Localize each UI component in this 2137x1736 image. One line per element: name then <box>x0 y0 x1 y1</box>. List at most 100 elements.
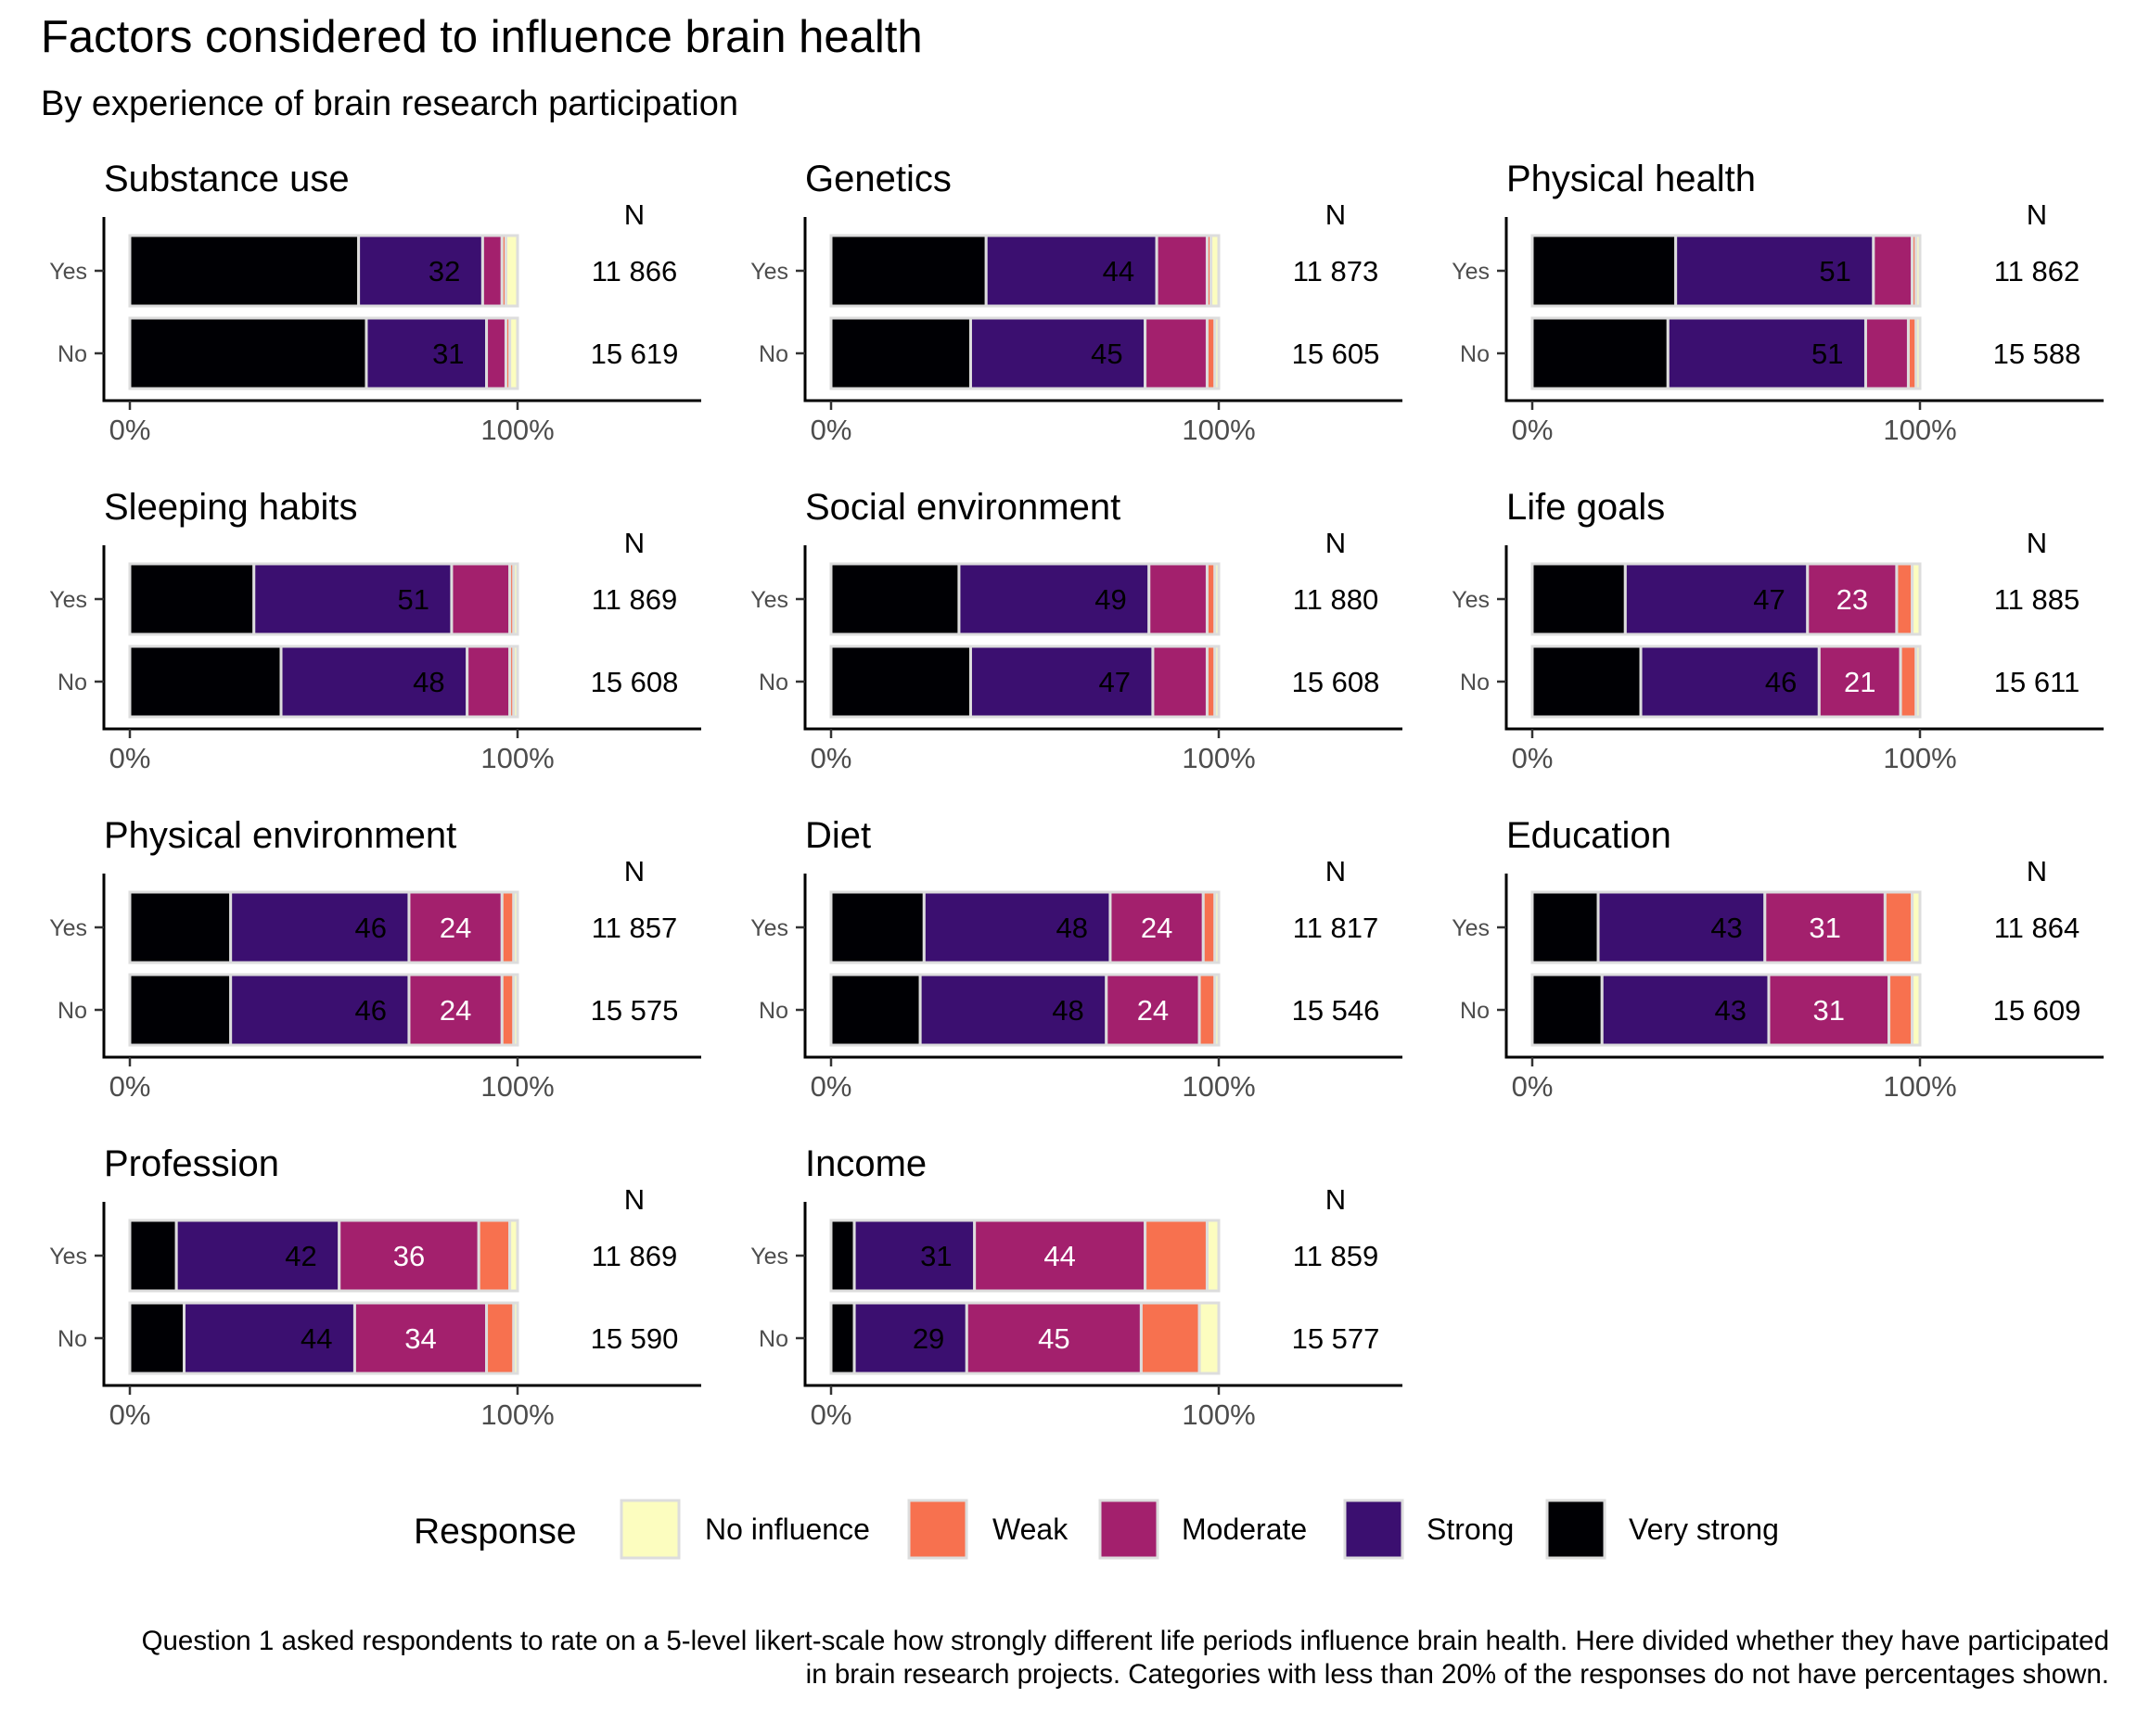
bar-segment-strong <box>357 234 484 308</box>
n-value: 11 880 <box>1293 583 1379 616</box>
bar-segment-no-influence <box>1213 890 1221 964</box>
bar-segment-weak <box>1895 562 1914 636</box>
x-tick-label: 100% <box>1883 1070 1956 1103</box>
n-value: 15 605 <box>1292 338 1380 370</box>
bar-segment-very-strong <box>1530 562 1627 636</box>
data-label: 23 <box>1836 583 1868 616</box>
bar-segment-strong <box>1623 562 1810 636</box>
bar-segment-strong <box>183 1301 356 1375</box>
chart-subtitle: By experience of brain research particip… <box>41 84 738 123</box>
panel-title: Substance use <box>104 159 350 199</box>
data-label: 34 <box>404 1322 436 1355</box>
bar-segment-weak <box>485 1301 516 1375</box>
bar-segment-strong <box>229 890 411 964</box>
x-tick-label: 0% <box>1512 414 1554 446</box>
bar-segment-moderate <box>407 890 504 964</box>
n-header: N <box>1325 1183 1346 1216</box>
bar-segment-moderate <box>1767 973 1891 1047</box>
bar-segment-no-influence <box>1205 1219 1221 1293</box>
bar-segment-no-influence <box>1209 234 1221 308</box>
n-header: N <box>2027 527 2047 559</box>
bar-segment-very-strong <box>1530 890 1600 964</box>
bar-segment-very-strong <box>829 973 922 1047</box>
bar-segment-moderate <box>1817 645 1902 719</box>
data-label: 46 <box>1765 666 1797 698</box>
chart-caption: Question 1 asked respondents to rate on … <box>141 1626 2109 1690</box>
bar-segment-moderate <box>965 1301 1143 1375</box>
data-label: 49 <box>1094 583 1126 616</box>
group-label: Yes <box>750 915 788 941</box>
bar-segment-strong <box>1666 316 1867 390</box>
panel-title: Income <box>805 1143 927 1184</box>
x-tick-label: 100% <box>1883 414 1956 446</box>
bar-segment-very-strong <box>1530 234 1678 308</box>
n-value: 11 859 <box>1293 1240 1379 1272</box>
bar-segment-no-influence <box>512 1301 519 1375</box>
panels: Substance use N 0% 100% Yes 32 11 866 No 31 15 61… <box>49 159 2104 1431</box>
panel-profession: Profession N 0% 100% Yes 42 36 11 869 No 44 34 15 5… <box>49 1143 701 1431</box>
panel-education: Education N 0% 100% Yes 43 31 11 864 No 43 31 15 60… <box>1452 815 2104 1103</box>
n-header: N <box>1325 198 1346 231</box>
n-header: N <box>2027 198 2047 231</box>
group-label: No <box>759 998 788 1024</box>
bar-segment-weak <box>500 973 516 1047</box>
data-label: 51 <box>1811 338 1843 370</box>
n-value: 11 869 <box>592 1240 678 1272</box>
bar-segment-very-strong <box>829 234 988 308</box>
bar-segment-very-strong <box>829 316 972 390</box>
bar-segment-strong <box>984 234 1158 308</box>
group-label: Yes <box>49 915 87 941</box>
panel-title: Life goals <box>1506 487 1665 528</box>
data-label: 47 <box>1753 583 1785 616</box>
panel-title: Genetics <box>805 159 952 199</box>
data-label: 47 <box>1098 666 1130 698</box>
panel-diet: Diet N 0% 100% Yes 48 24 11 817 No 48 24 15 546 <box>750 815 1402 1103</box>
legend-swatch-no-influence <box>620 1499 681 1560</box>
bar-segment-moderate <box>1151 645 1209 719</box>
bar-segment-weak <box>500 890 516 964</box>
panel-life-goals: Life goals N 0% 100% Yes 47 23 11 885 No 46 21 15 6… <box>1452 487 2104 774</box>
data-label: 31 <box>1813 994 1845 1027</box>
data-label: 44 <box>1043 1240 1075 1272</box>
bar-segment-strong <box>922 890 1112 964</box>
panel-physical-environment: Physical environment N 0% 100% Yes 46 24 11 857… <box>49 815 701 1103</box>
x-tick-label: 100% <box>1182 742 1255 774</box>
x-tick-label: 100% <box>480 414 554 446</box>
bar-segment-moderate <box>1872 234 1914 308</box>
n-value: 15 575 <box>591 994 679 1027</box>
group-label: Yes <box>49 259 87 285</box>
bar-segment-weak <box>1139 1301 1201 1375</box>
n-value: 15 588 <box>1993 338 2081 370</box>
data-label: 48 <box>413 666 444 698</box>
panel-title: Social environment <box>805 487 1120 528</box>
bar-segment-weak <box>1201 890 1217 964</box>
x-tick-label: 0% <box>1512 742 1554 774</box>
panel-physical-health: Physical health N 0% 100% Yes 51 11 862 No 51 15 … <box>1452 159 2104 446</box>
bar-segment-no-influence <box>1197 1301 1221 1375</box>
data-label: 46 <box>354 994 386 1027</box>
panel-genetics: Genetics N 0% 100% Yes 44 11 873 No 45 15 605 <box>750 159 1402 446</box>
data-label: 43 <box>1714 994 1746 1027</box>
group-label: Yes <box>1452 915 1490 941</box>
panel-sleeping-habits: Sleeping habits N 0% 100% Yes 51 11 869 No 48 15 … <box>49 487 701 774</box>
bar-segment-no-influence <box>512 645 519 719</box>
bar-segment-very-strong <box>128 973 233 1047</box>
x-tick-label: 0% <box>109 414 151 446</box>
bar-segment-strong <box>365 316 489 390</box>
bar-segment-no-influence <box>1213 316 1221 390</box>
data-label: 45 <box>1091 338 1122 370</box>
data-label: 32 <box>429 255 460 287</box>
legend-swatch-weak <box>907 1499 968 1560</box>
bar-segment-very-strong <box>1530 973 1604 1047</box>
group-label: No <box>1460 670 1490 696</box>
n-value: 11 864 <box>1994 912 2080 944</box>
bar-segment-strong <box>252 562 454 636</box>
data-label: 44 <box>301 1322 332 1355</box>
group-label: No <box>759 341 788 367</box>
bar-segment-very-strong <box>128 316 368 390</box>
bar-segment-very-strong <box>829 1219 856 1293</box>
panel-title: Physical environment <box>104 815 456 856</box>
x-tick-label: 0% <box>811 1398 852 1431</box>
chart-title: Factors considered to influence brain he… <box>41 12 923 62</box>
bar-segment-strong <box>1639 645 1821 719</box>
